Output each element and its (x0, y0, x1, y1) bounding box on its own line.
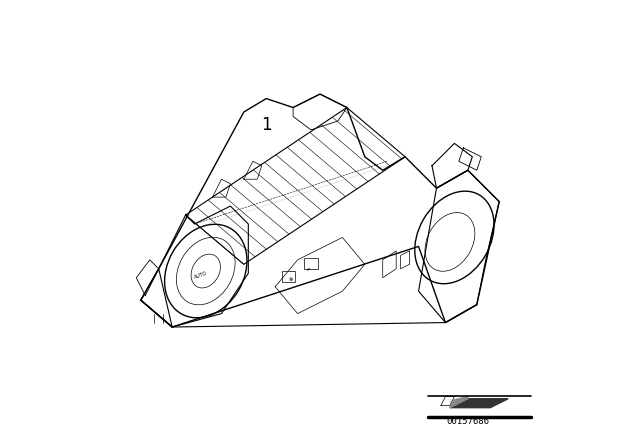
Text: 1: 1 (261, 116, 271, 134)
Text: ❄: ❄ (288, 277, 294, 283)
Polygon shape (450, 399, 508, 408)
Polygon shape (450, 396, 468, 408)
Text: ≈: ≈ (306, 267, 312, 273)
Polygon shape (441, 396, 454, 405)
Text: AUTO: AUTO (194, 271, 209, 280)
Text: 00157686: 00157686 (446, 417, 490, 426)
